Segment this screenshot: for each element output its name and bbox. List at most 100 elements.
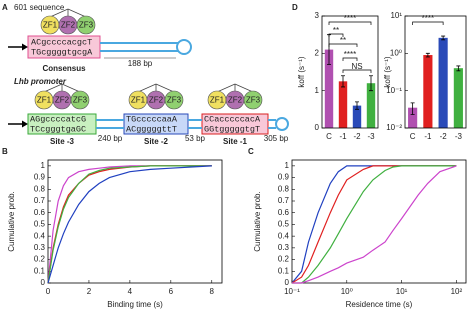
cdf-line	[47, 165, 212, 284]
zf-link	[49, 8, 69, 18]
sequence: ACgggggttT	[126, 124, 177, 134]
y-tick-label: 1	[285, 161, 290, 170]
x-axis-label: Residence time (s)	[346, 300, 413, 309]
spacer-label: 53 bp	[185, 134, 206, 143]
bar	[408, 107, 418, 128]
arrows	[8, 43, 28, 128]
zf-link	[67, 8, 87, 18]
y-tick-label: 10¹	[390, 11, 402, 20]
zf-link	[234, 83, 254, 93]
significance-bracket	[328, 33, 344, 37]
promoter-label: Lhb promoter	[14, 77, 67, 86]
site-box	[123, 113, 189, 135]
y-tick-label: 10⁻¹	[386, 86, 402, 95]
zf-link	[155, 83, 175, 93]
cdf-line	[47, 165, 212, 284]
y-tick-label: 0.4	[278, 231, 290, 240]
zf-label: ZF1	[43, 21, 58, 30]
y-axis-label: Cumulative prob.	[253, 191, 262, 251]
site-label: Site -2	[144, 137, 169, 146]
x-tick-label: -3	[367, 132, 375, 141]
zf-label: ZF1	[37, 96, 52, 105]
x-tick-label: 8	[210, 287, 215, 296]
y-tick-label: 0.5	[278, 220, 290, 229]
consensus-label: Consensus	[42, 64, 86, 73]
x-tick-label: 4	[128, 287, 133, 296]
y-tick-label: 0.7	[278, 196, 290, 205]
x-axis-label: Binding time (s)	[107, 300, 163, 309]
panel-label: C	[248, 147, 254, 156]
zf-label: ZF3	[73, 96, 88, 105]
x-tick-label: C	[326, 132, 332, 141]
y-tick-label: 3	[315, 11, 320, 20]
arrow-head	[22, 120, 28, 128]
cdf-line	[292, 165, 457, 284]
zf-label: ZF2	[228, 96, 243, 105]
significance-label: ****	[422, 14, 434, 23]
arrow-head	[22, 43, 28, 51]
y-tick-label: 0.9	[34, 173, 46, 182]
site-label: Site -1	[223, 137, 248, 146]
cdf-line	[291, 165, 457, 284]
sequence: TGcggggtgcgA	[31, 47, 93, 57]
bar	[366, 83, 376, 128]
error-bar	[369, 75, 373, 92]
panel-label: D	[292, 3, 298, 12]
significance-bracket	[328, 43, 358, 47]
x-tick-label: -2	[440, 132, 448, 141]
y-tick-label: 0.6	[34, 208, 46, 217]
y-tick-label: 0	[285, 278, 290, 287]
y-tick-label: 0.6	[278, 208, 290, 217]
error-bar	[425, 52, 430, 58]
cdf-line	[47, 165, 212, 284]
zinc-finger	[164, 90, 184, 110]
bar	[438, 37, 448, 128]
y-tick-label: 0.1	[278, 266, 290, 275]
dna-loop	[275, 117, 289, 131]
y-tick-label: 0.2	[278, 255, 290, 264]
significance-bracket	[412, 21, 444, 25]
y-tick-label: 0.9	[278, 173, 290, 182]
bar	[324, 49, 334, 128]
bar	[352, 105, 362, 128]
error-bar	[355, 101, 359, 110]
bar	[423, 55, 433, 129]
y-tick-label: 0.3	[34, 243, 46, 252]
zf-label: ZF1	[131, 96, 146, 105]
sequence: GGtgggggtgT	[204, 124, 260, 134]
zf-label: ZF2	[149, 96, 164, 105]
significance-label: ****	[344, 14, 356, 23]
plot-frame	[291, 159, 467, 284]
spacer-label: 240 bp	[98, 134, 123, 143]
site-box	[27, 35, 101, 59]
x-tick-label: -1	[339, 132, 347, 141]
significance-bracket	[342, 69, 372, 73]
sequence: TGcccccaaA	[126, 114, 178, 124]
plot-frame	[404, 15, 467, 129]
y-tick-label: 2	[315, 48, 320, 57]
error-bar	[341, 75, 345, 88]
y-tick-label: 0	[315, 123, 320, 132]
y-axis-label: Cumulative prob.	[7, 191, 16, 251]
x-tick-label: 10⁰	[341, 287, 353, 296]
x-tick-label: -3	[455, 132, 463, 141]
x-tick-label: 0	[46, 287, 51, 296]
site-label: Site -3	[50, 137, 75, 146]
zf-label: ZF3	[246, 96, 261, 105]
y-tick-label: 10⁰	[390, 48, 402, 57]
y-tick-label: 0.4	[34, 231, 46, 240]
site-box	[201, 113, 269, 135]
x-tick-label: 6	[169, 287, 174, 296]
significance-label: **	[333, 26, 339, 35]
panel-label: A	[2, 3, 8, 12]
x-tick-label: 10⁻¹	[284, 287, 300, 296]
error-bar	[410, 102, 415, 115]
plot-frame	[47, 159, 223, 284]
dna-loop	[176, 39, 192, 55]
significance-bracket	[328, 21, 372, 25]
significance-bracket	[342, 57, 358, 61]
zf-label: ZF1	[210, 96, 225, 105]
zf-label: ZF3	[167, 96, 182, 105]
x-tick-label: 2	[87, 287, 92, 296]
sequence: ACgccccacgcT	[31, 37, 92, 47]
